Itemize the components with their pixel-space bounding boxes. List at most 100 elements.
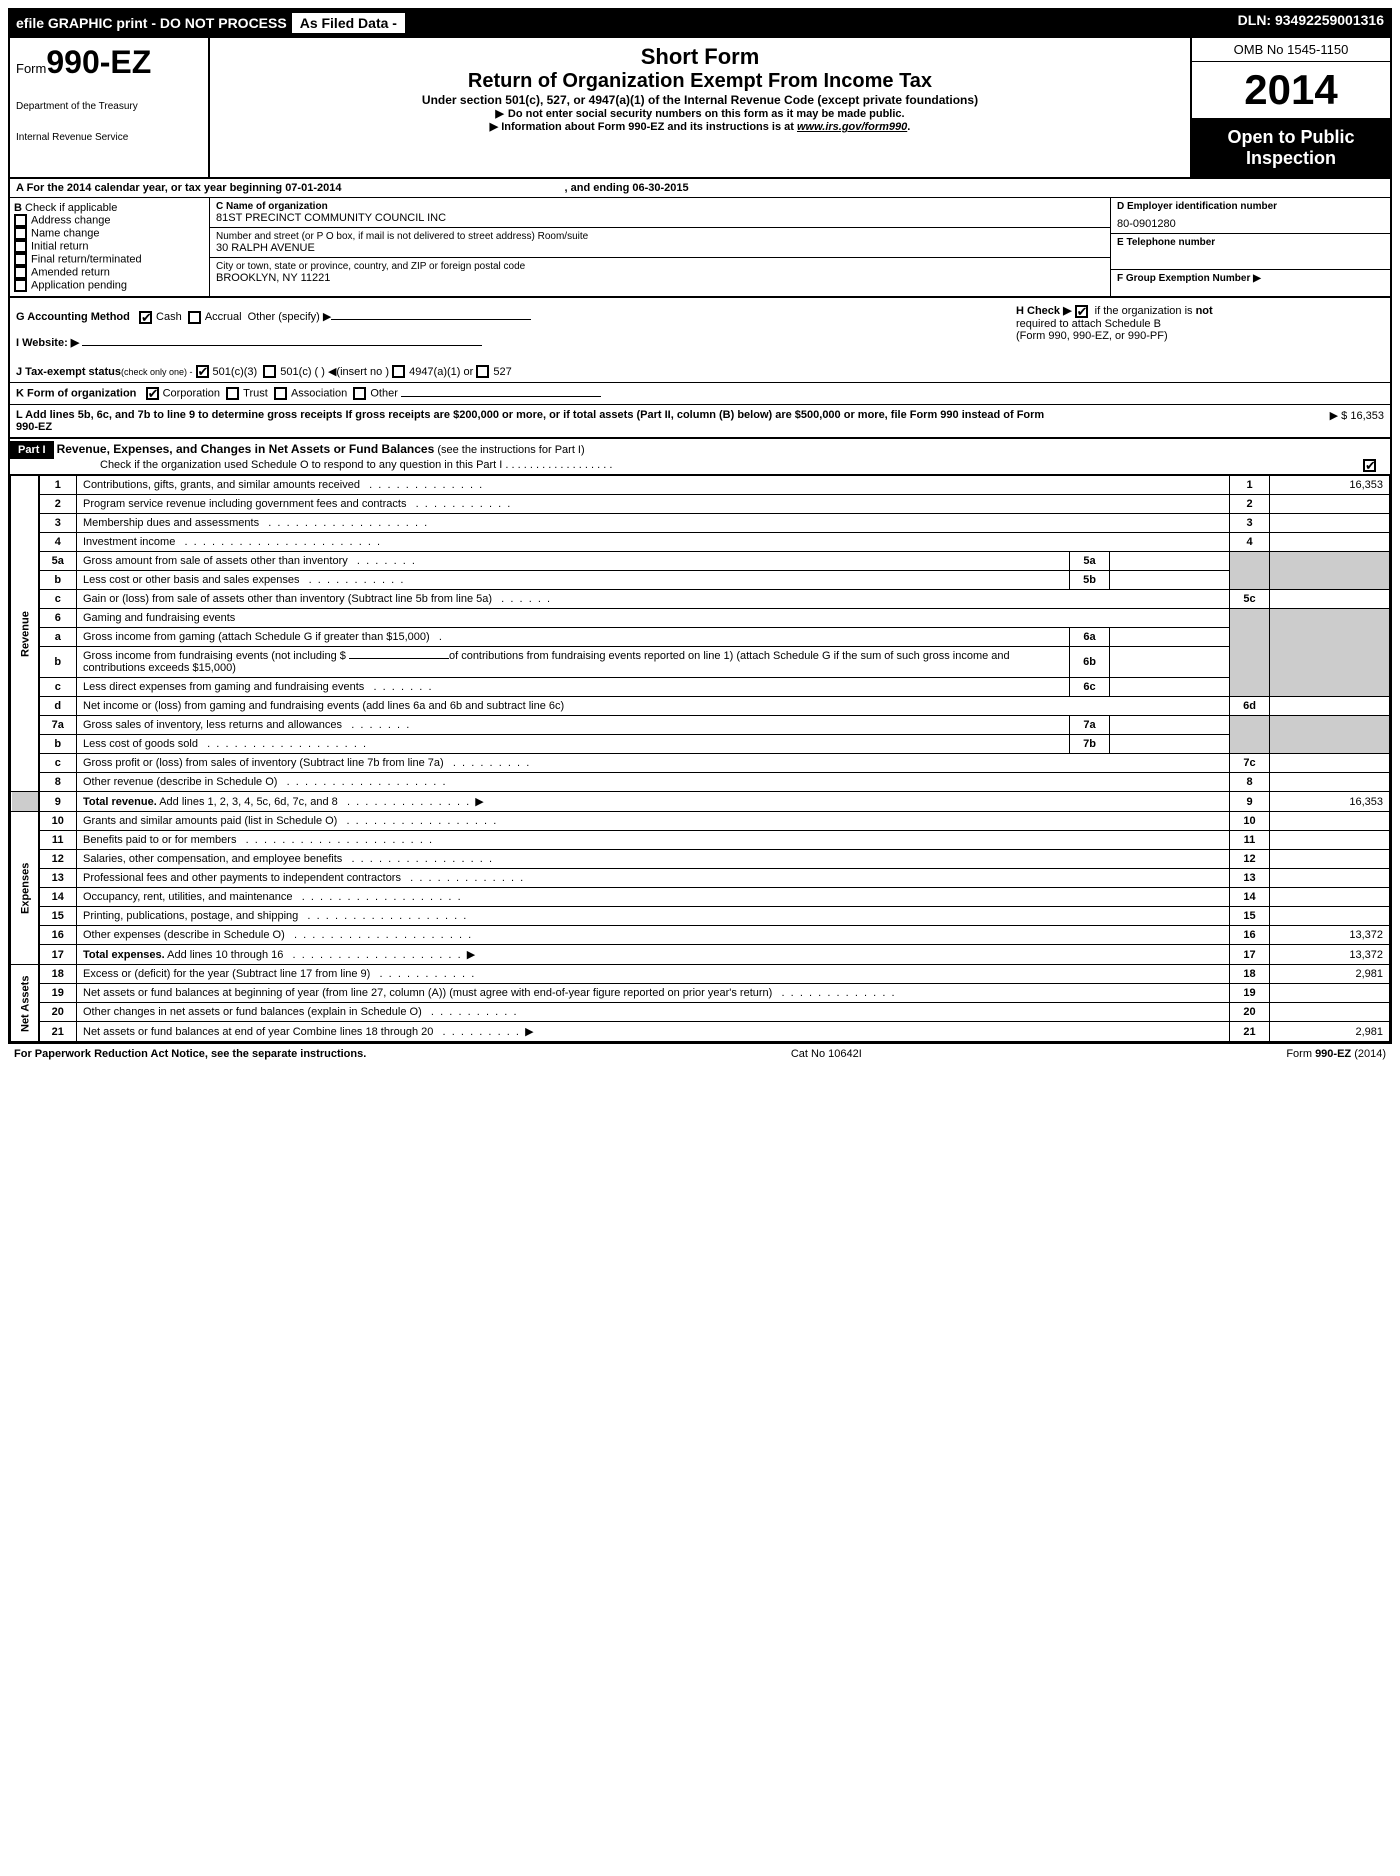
- gray7v: [1270, 716, 1390, 754]
- r6c-s: 6c: [1070, 678, 1110, 697]
- j-row: J Tax-exempt status(check only one) - 50…: [10, 361, 1390, 384]
- tax-year: 2014: [1192, 62, 1390, 119]
- chk-4947[interactable]: [392, 365, 405, 378]
- b-name: Name change: [31, 227, 100, 239]
- r14-rn: 14: [1230, 888, 1270, 907]
- gray5: [1230, 552, 1270, 590]
- r8-v: [1270, 773, 1390, 792]
- r10-v: [1270, 812, 1390, 831]
- r16-v: 13,372: [1270, 926, 1390, 945]
- chk-initial[interactable]: [14, 240, 27, 253]
- chk-assoc[interactable]: [274, 387, 287, 400]
- b-addr: Address change: [31, 214, 111, 226]
- r6a-sv: [1110, 628, 1230, 647]
- section-a-f: A For the 2014 calendar year, or tax yea…: [8, 179, 1392, 298]
- r6b-amt[interactable]: [349, 658, 449, 659]
- r7c-no: c: [39, 754, 77, 773]
- footer: For Paperwork Reduction Act Notice, see …: [8, 1044, 1392, 1064]
- r9-no: 9: [39, 792, 77, 812]
- c-name-label: C Name of organization: [216, 201, 1104, 212]
- foot-mid: Cat No 10642I: [791, 1048, 862, 1060]
- website-line[interactable]: [82, 345, 482, 346]
- chk-final[interactable]: [14, 253, 27, 266]
- r6b-d1: Gross income from fundraising events (no…: [83, 650, 349, 662]
- chk-corp[interactable]: [146, 387, 159, 400]
- short-form-title: Short Form: [216, 44, 1184, 70]
- form-subtitle: Under section 501(c), 527, or 4947(a)(1)…: [216, 93, 1184, 107]
- r9-rn: 9: [1230, 792, 1270, 812]
- r6b-s: 6b: [1070, 647, 1110, 678]
- r18-d: Excess or (deficit) for the year (Subtra…: [83, 968, 370, 980]
- r10-rn: 10: [1230, 812, 1270, 831]
- chk-name[interactable]: [14, 227, 27, 240]
- chk-527[interactable]: [476, 365, 489, 378]
- form-header: Form990-EZ Department of the Treasury In…: [8, 38, 1392, 179]
- part1-title: Revenue, Expenses, and Changes in Net As…: [57, 442, 435, 456]
- r7a-s: 7a: [1070, 716, 1110, 735]
- r11-rn: 11: [1230, 831, 1270, 850]
- h-t2: if the organization is: [1095, 305, 1196, 317]
- irs-link[interactable]: www.irs.gov/form990: [797, 121, 907, 133]
- r6c-sv: [1110, 678, 1230, 697]
- chk-accrual[interactable]: [188, 311, 201, 324]
- j-d: 527: [493, 366, 511, 378]
- l-text: L Add lines 5b, 6c, and 7b to line 9 to …: [16, 409, 1066, 433]
- r1-rn: 1: [1230, 476, 1270, 495]
- dept-irs: Internal Revenue Service: [16, 132, 202, 143]
- j-paren: (check only one) -: [121, 367, 193, 377]
- k-other-line[interactable]: [401, 396, 601, 397]
- phone: [1117, 248, 1384, 266]
- g-other-line[interactable]: [331, 319, 531, 320]
- chk-cash[interactable]: [139, 311, 152, 324]
- r1-d: Contributions, gifts, grants, and simila…: [83, 479, 360, 491]
- revenue-table: Revenue 1 Contributions, gifts, grants, a…: [10, 475, 1390, 1042]
- chk-501c[interactable]: [263, 365, 276, 378]
- part1: Part I Revenue, Expenses, and Changes in…: [8, 439, 1392, 1044]
- r5b-sv: [1110, 571, 1230, 590]
- row-a: A For the 2014 calendar year, or tax yea…: [10, 179, 1390, 198]
- r2-d: Program service revenue including govern…: [83, 498, 406, 510]
- r5a-no: 5a: [39, 552, 77, 571]
- k-label: K Form of organization: [16, 388, 136, 400]
- open-public: Open to Public Inspection: [1192, 119, 1390, 177]
- chk-amended[interactable]: [14, 266, 27, 279]
- chk-501c3[interactable]: [196, 365, 209, 378]
- r7b-no: b: [39, 735, 77, 754]
- r5b-s: 5b: [1070, 571, 1110, 590]
- form-page: efile GRAPHIC print - DO NOT PROCESS As …: [0, 0, 1400, 1072]
- r6a-d: Gross income from gaming (attach Schedul…: [83, 631, 430, 643]
- r13-d: Professional fees and other payments to …: [83, 872, 401, 884]
- form-number: 990-EZ: [46, 44, 151, 80]
- r6b-sv: [1110, 647, 1230, 678]
- r17-v: 13,372: [1270, 945, 1390, 965]
- b-check: Check if applicable: [25, 202, 117, 214]
- r11-v: [1270, 831, 1390, 850]
- i-row: I Website: ▶: [16, 330, 1004, 355]
- side-expenses: Expenses: [11, 812, 39, 965]
- r13-v: [1270, 869, 1390, 888]
- chk-pending[interactable]: [14, 279, 27, 292]
- top-bar: efile GRAPHIC print - DO NOT PROCESS As …: [8, 8, 1392, 38]
- chk-trust[interactable]: [226, 387, 239, 400]
- r5a-s: 5a: [1070, 552, 1110, 571]
- r5c-v: [1270, 590, 1390, 609]
- r19-rn: 19: [1230, 984, 1270, 1003]
- r8-d: Other revenue (describe in Schedule O): [83, 776, 277, 788]
- form-prefix: Form: [16, 61, 46, 76]
- r7c-d: Gross profit or (loss) from sales of inv…: [83, 757, 444, 769]
- r19-d: Net assets or fund balances at beginning…: [83, 987, 772, 999]
- r17-no: 17: [39, 945, 77, 965]
- org-name: 81ST PRECINCT COMMUNITY COUNCIL INC: [216, 212, 1104, 224]
- r7c-v: [1270, 754, 1390, 773]
- i-label: I Website: ▶: [16, 337, 79, 349]
- r11-no: 11: [39, 831, 77, 850]
- chk-h[interactable]: [1075, 305, 1088, 318]
- chk-schedo[interactable]: [1363, 459, 1376, 472]
- chk-other[interactable]: [353, 387, 366, 400]
- chk-address[interactable]: [14, 214, 27, 227]
- r7b-sv: [1110, 735, 1230, 754]
- l-row: L Add lines 5b, 6c, and 7b to line 9 to …: [10, 405, 1390, 437]
- r12-rn: 12: [1230, 850, 1270, 869]
- side-revenue: Revenue: [11, 476, 39, 792]
- r7a-no: 7a: [39, 716, 77, 735]
